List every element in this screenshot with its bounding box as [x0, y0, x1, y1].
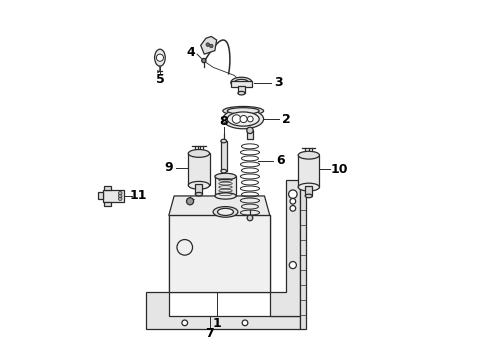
Polygon shape	[201, 36, 217, 54]
Ellipse shape	[223, 107, 264, 115]
Circle shape	[156, 54, 164, 61]
Text: 5: 5	[155, 73, 164, 86]
Circle shape	[119, 194, 122, 198]
Text: 11: 11	[130, 189, 147, 202]
Bar	[247, 130, 253, 139]
Bar	[238, 86, 245, 93]
Ellipse shape	[298, 151, 319, 159]
Text: 6: 6	[276, 154, 285, 167]
Bar	[104, 202, 111, 206]
Bar	[169, 215, 270, 292]
Ellipse shape	[298, 183, 319, 191]
Circle shape	[247, 127, 253, 134]
Circle shape	[289, 261, 296, 269]
Text: 7: 7	[205, 327, 214, 339]
Ellipse shape	[196, 192, 202, 196]
Ellipse shape	[305, 194, 312, 198]
Text: 8: 8	[220, 115, 228, 128]
Ellipse shape	[218, 208, 233, 215]
Bar	[102, 190, 124, 202]
Ellipse shape	[188, 181, 210, 189]
Ellipse shape	[215, 193, 236, 199]
Circle shape	[289, 190, 297, 198]
Ellipse shape	[234, 79, 248, 86]
Ellipse shape	[155, 49, 165, 66]
Circle shape	[119, 192, 122, 195]
Circle shape	[177, 239, 193, 255]
Text: 2: 2	[282, 113, 291, 126]
Circle shape	[202, 58, 206, 63]
Ellipse shape	[231, 77, 252, 88]
Polygon shape	[169, 215, 270, 292]
Circle shape	[119, 197, 122, 201]
Bar	[104, 186, 111, 190]
Circle shape	[232, 115, 241, 123]
Circle shape	[242, 320, 248, 326]
Circle shape	[187, 198, 194, 205]
Circle shape	[182, 320, 188, 326]
Text: 3: 3	[274, 76, 283, 89]
Ellipse shape	[238, 91, 245, 95]
Ellipse shape	[221, 139, 226, 143]
Bar	[188, 153, 210, 185]
Ellipse shape	[188, 149, 210, 157]
Bar	[98, 192, 103, 199]
Circle shape	[240, 116, 247, 123]
Bar	[231, 81, 252, 87]
Ellipse shape	[221, 169, 226, 173]
Polygon shape	[169, 196, 270, 215]
Bar	[305, 186, 312, 196]
Bar	[215, 176, 236, 196]
Text: 9: 9	[165, 161, 173, 174]
Bar	[298, 155, 319, 187]
Ellipse shape	[223, 109, 264, 129]
Circle shape	[210, 44, 213, 48]
Circle shape	[290, 198, 295, 204]
Circle shape	[247, 215, 253, 221]
Circle shape	[290, 206, 295, 211]
Polygon shape	[146, 292, 300, 329]
Bar	[221, 141, 226, 171]
Ellipse shape	[227, 112, 259, 126]
Bar	[196, 184, 202, 194]
Text: 4: 4	[187, 46, 196, 59]
Text: 1: 1	[212, 317, 221, 330]
Ellipse shape	[227, 108, 259, 114]
Ellipse shape	[215, 173, 236, 180]
Circle shape	[206, 43, 210, 46]
Circle shape	[247, 116, 253, 122]
Text: 10: 10	[330, 163, 348, 176]
Bar	[300, 184, 306, 329]
Polygon shape	[270, 180, 300, 316]
Ellipse shape	[213, 207, 238, 217]
